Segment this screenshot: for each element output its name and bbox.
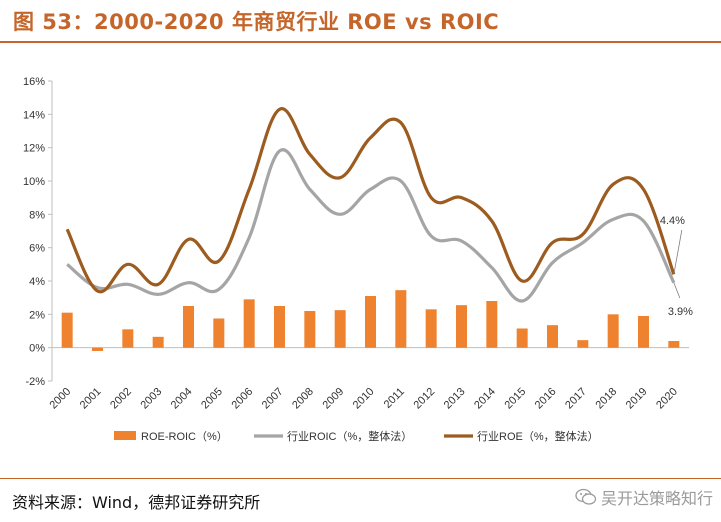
x-tick-label: 2002 <box>108 386 134 412</box>
wechat-icon <box>575 488 597 505</box>
roe-2020-label: 4.4% <box>660 215 685 227</box>
roe-roic-bar <box>213 318 225 348</box>
x-tick-label: 2014 <box>472 386 498 412</box>
roe-roic-bar <box>516 328 528 348</box>
x-tick-label: 2018 <box>593 386 619 412</box>
x-tick-label: 2006 <box>229 386 255 412</box>
roic-2020-label: 3.9% <box>668 306 693 318</box>
y-tick-label: 4% <box>29 276 45 288</box>
roe-roic-bar <box>486 301 498 348</box>
roe-line <box>65 107 676 294</box>
y-tick-label: 8% <box>29 209 45 221</box>
x-tick-label: 2016 <box>533 386 559 412</box>
y-tick-label: 14% <box>23 109 45 121</box>
roe-roic-bar <box>243 299 255 348</box>
roe-roic-bar <box>365 296 376 348</box>
footer-divider <box>0 478 721 479</box>
watermark-label: 吴开达策略知行 <box>600 489 713 508</box>
legend-label-roe-roic: ROE-ROIC（%） <box>141 430 228 443</box>
roe-roic-bar <box>668 341 680 348</box>
y-tick-label: -2% <box>25 376 45 388</box>
x-tick-label: 2000 <box>47 386 73 412</box>
roic-line <box>66 148 676 303</box>
source-note: 资料来源：Wind，德邦证券研究所 <box>12 493 261 512</box>
roe-roic-bar <box>152 336 164 348</box>
x-tick-label: 2004 <box>169 386 195 412</box>
x-tick-label: 2011 <box>382 386 407 411</box>
roe-roic-bar <box>92 347 103 351</box>
y-tick-label: 10% <box>23 176 45 188</box>
x-tick-label: 2005 <box>199 386 225 412</box>
x-tick-label: 2009 <box>320 386 346 412</box>
x-tick-label: 2019 <box>624 386 650 412</box>
y-tick-label: 16% <box>23 76 45 88</box>
legend-label-roe: 行业ROE（%，整体法） <box>477 429 599 443</box>
roe-roic-bar <box>607 314 619 348</box>
roe-roic-bar <box>425 309 437 348</box>
x-tick-label: 2020 <box>654 386 680 412</box>
roe-vs-roic-chart: -2%0%2%4%6%8%10%12%14%16%2000 2001 2002 200… <box>23 76 693 443</box>
y-tick-label: 0% <box>29 343 45 355</box>
roe-roic-bar <box>183 306 194 348</box>
x-tick-label: 2017 <box>563 386 589 412</box>
roe-callout-line <box>673 229 683 275</box>
title-divider <box>0 41 721 43</box>
x-tick-label: 2013 <box>442 386 468 412</box>
roic-callout-line <box>673 282 681 299</box>
y-tick-label: 2% <box>29 309 45 321</box>
roe-roic-bar <box>547 325 558 348</box>
y-tick-label: 12% <box>23 143 45 155</box>
roe-roic-bar <box>334 310 346 348</box>
x-tick-label: 2001 <box>78 386 104 412</box>
y-tick-label: 6% <box>29 243 45 255</box>
roe-roic-bar <box>122 329 134 348</box>
x-tick-label: 2003 <box>138 386 164 412</box>
roe-roic-bar <box>304 311 316 348</box>
wechat-watermark: 吴开达策略知行 <box>575 485 713 509</box>
x-tick-label: 2012 <box>411 386 437 412</box>
x-tick-label: 2008 <box>290 386 316 412</box>
roe-roic-bar <box>456 305 467 348</box>
roe-roic-bar <box>577 340 589 348</box>
x-tick-label: 2015 <box>502 386 528 412</box>
legend-swatch-roe-roic <box>114 431 136 440</box>
chart-title: 图 53：2000-2020 年商贸行业 ROE vs ROIC <box>13 10 500 34</box>
x-tick-label: 2007 <box>260 386 286 412</box>
legend-label-roic: 行业ROIC（%，整体法） <box>287 429 412 443</box>
roe-roic-bar <box>395 290 407 348</box>
roe-roic-bar <box>274 306 285 348</box>
roe-roic-bar <box>638 316 649 348</box>
roe-roic-bar <box>61 312 73 348</box>
x-tick-label: 2010 <box>351 386 377 412</box>
